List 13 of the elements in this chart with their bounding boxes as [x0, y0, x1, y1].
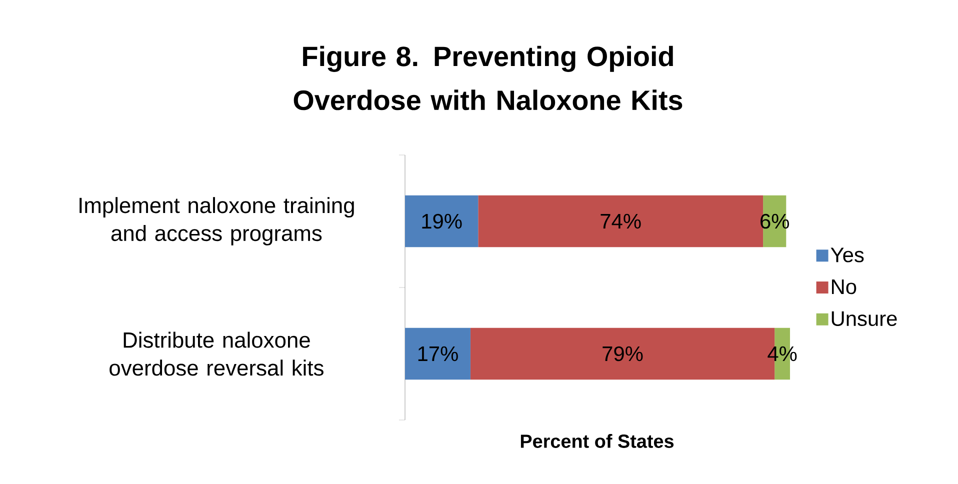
legend-label: Yes	[830, 248, 864, 262]
bar	[405, 195, 478, 248]
chart-title: Figure 8. Preventing Opioid Overdose with Naloxone Kits	[294, 46, 682, 110]
legend-label: Unsure	[832, 311, 897, 326]
data-label: 17%	[418, 346, 458, 362]
legend-label: No	[832, 280, 856, 294]
data-label: 79%	[602, 346, 643, 362]
y-tick-label: Implement naloxone training and access programs	[80, 197, 354, 246]
data-label: 74%	[600, 214, 641, 229]
x-axis-title: Percent of States	[520, 434, 674, 448]
bar	[405, 328, 470, 380]
data-label: 19%	[422, 214, 462, 229]
y-tick-label: Distribute naloxone overdose reversal kits	[110, 332, 324, 376]
